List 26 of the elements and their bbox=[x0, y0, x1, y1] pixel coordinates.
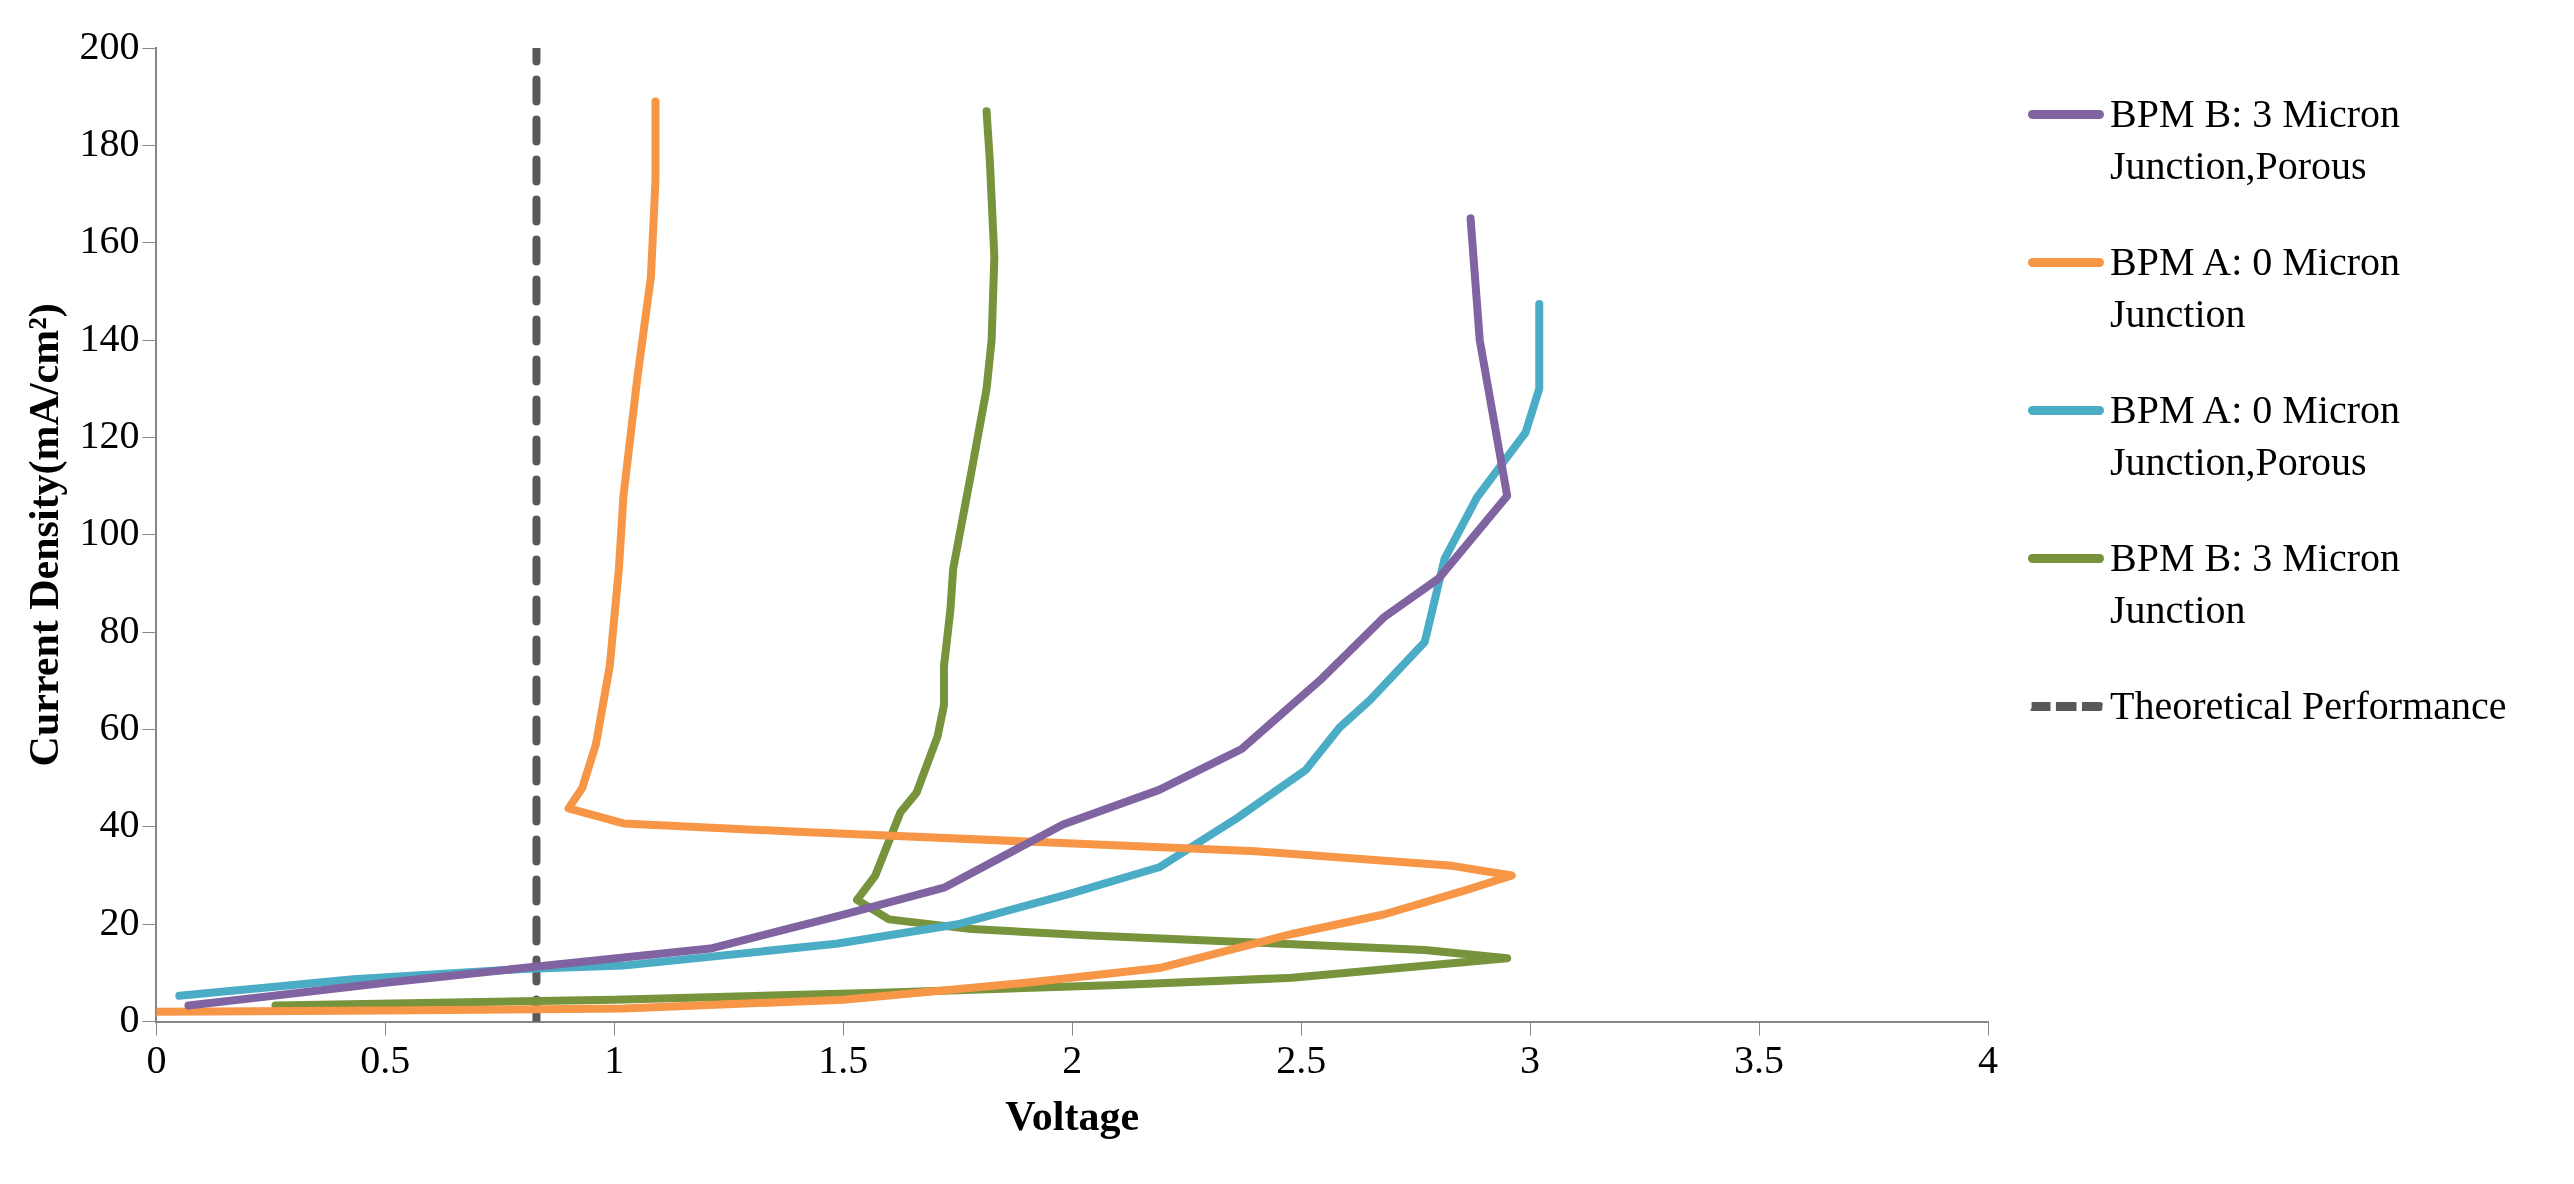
y-tick-label: 160 bbox=[79, 217, 140, 263]
y-tick-label: 0 bbox=[119, 996, 140, 1042]
y-tick-label: 80 bbox=[99, 606, 140, 652]
x-tick-label: 0.5 bbox=[360, 1037, 411, 1083]
x-tick-label: 2 bbox=[1062, 1037, 1083, 1083]
y-tick-label: 100 bbox=[79, 509, 140, 555]
legend-label: BPM A: 0 Micron Junction bbox=[2110, 238, 2402, 338]
legend-label: BPM B: 3 Micron Junction,Porous bbox=[2110, 90, 2402, 190]
legend-label: BPM A: 0 Micron Junction,Porous bbox=[2110, 386, 2402, 486]
x-tick-label: 3 bbox=[1520, 1037, 1541, 1083]
x-tick-label: 1.5 bbox=[818, 1037, 869, 1083]
y-tick-label: 120 bbox=[79, 411, 140, 457]
x-axis-title: Voltage bbox=[1005, 1092, 1140, 1139]
x-tick-label: 1 bbox=[604, 1037, 625, 1083]
legend-label: Theoretical Performance bbox=[2110, 682, 2507, 730]
y-tick-label: 20 bbox=[99, 898, 140, 944]
x-tick-label: 3.5 bbox=[1734, 1037, 1785, 1083]
x-tick-label: 2.5 bbox=[1276, 1037, 1327, 1083]
y-tick-label: 200 bbox=[79, 22, 140, 68]
y-tick-label: 60 bbox=[99, 704, 140, 750]
y-tick-label: 180 bbox=[79, 119, 140, 165]
x-tick-label: 4 bbox=[1978, 1037, 1998, 1083]
y-tick-label: 40 bbox=[99, 801, 140, 847]
y-tick-label: 140 bbox=[79, 314, 140, 360]
y-axis-title: Current Density(mA/cm²) bbox=[21, 303, 69, 767]
legend-label: BPM B: 3 Micron Junction bbox=[2110, 534, 2402, 634]
